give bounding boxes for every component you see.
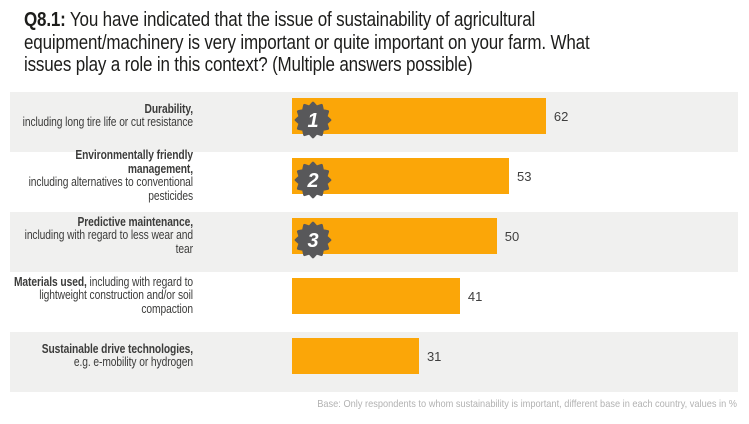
row-label-bold: Environmentally friendly management, bbox=[75, 148, 193, 176]
bar-chart: Durability, including long tire life or c… bbox=[10, 92, 738, 392]
row-label-bold: Sustainable drive technologies, bbox=[41, 341, 193, 356]
rank-3-badge-icon: 3 bbox=[294, 221, 332, 259]
rank-2-badge-icon: 2 bbox=[294, 161, 332, 199]
row-label: Predictive maintenance, including with re… bbox=[10, 214, 194, 257]
row-label-detail: including with regard to lightweight con… bbox=[39, 274, 193, 316]
chart-row-materials: Materials used, including with regard to… bbox=[10, 272, 738, 332]
chart-row-inner: Sustainable drive technologies, e.g. e-mo… bbox=[10, 338, 738, 374]
seal-shape bbox=[294, 161, 332, 199]
question-text: You have indicated that the issue of sus… bbox=[24, 9, 590, 76]
row-label-detail: including alternatives to conventional p… bbox=[28, 175, 194, 203]
chart-row-inner: Materials used, including with regard to… bbox=[10, 274, 738, 317]
base-note: Base: Only respondents to whom sustainab… bbox=[317, 398, 737, 410]
row-label-detail: including with regard to less wear and t… bbox=[24, 228, 194, 256]
row-label: Environmentally friendly management, incl… bbox=[10, 148, 194, 203]
bar-materials bbox=[292, 278, 460, 314]
chart-row-inner: Environmentally friendly management, incl… bbox=[10, 148, 738, 202]
row-label-detail: including long tire life or cut resistan… bbox=[22, 115, 193, 129]
question-number: Q8.1: bbox=[24, 9, 66, 31]
rank-number: 2 bbox=[306, 170, 318, 192]
seal-shape bbox=[294, 101, 332, 139]
value-label: 50 bbox=[504, 228, 520, 244]
row-label-bold: Predictive maintenance, bbox=[77, 214, 194, 229]
row-label: Durability, including long tire life or c… bbox=[10, 101, 194, 130]
value-label: 53 bbox=[517, 168, 532, 184]
value-label: 41 bbox=[467, 288, 483, 304]
chart-row-drive-technologies: Sustainable drive technologies, e.g. e-mo… bbox=[10, 332, 738, 392]
bar-maintenance: 3 bbox=[292, 218, 497, 259]
chart-row-maintenance: Predictive maintenance, including with re… bbox=[10, 212, 738, 272]
value-label: 62 bbox=[553, 108, 569, 124]
bar-environment: 2 bbox=[292, 158, 510, 199]
row-label: Sustainable drive technologies, e.g. e-mo… bbox=[10, 341, 193, 370]
rank-number: 1 bbox=[307, 110, 318, 132]
bar-drive-technologies bbox=[292, 338, 419, 374]
row-label: Materials used, including with regard to… bbox=[10, 274, 193, 317]
value-label: 31 bbox=[426, 348, 442, 364]
row-label-detail: e.g. e-mobility or hydrogen bbox=[73, 355, 193, 369]
row-label-bold: Materials used, bbox=[13, 274, 87, 289]
row-label-bold: Durability, bbox=[144, 101, 194, 116]
chart-row-inner: Durability, including long tire life or c… bbox=[10, 98, 738, 139]
bar-durability: 1 bbox=[292, 98, 546, 139]
rank-1-badge-icon: 1 bbox=[294, 101, 332, 139]
chart-row-inner: Predictive maintenance, including with re… bbox=[10, 214, 738, 259]
chart-row-environment: Environmentally friendly management, incl… bbox=[10, 148, 738, 212]
seal-shape bbox=[294, 221, 332, 259]
rank-number: 3 bbox=[307, 230, 318, 252]
chart-row-durability: Durability, including long tire life or c… bbox=[10, 92, 738, 152]
question-title: Q8.1: You have indicated that the issue … bbox=[24, 9, 738, 77]
